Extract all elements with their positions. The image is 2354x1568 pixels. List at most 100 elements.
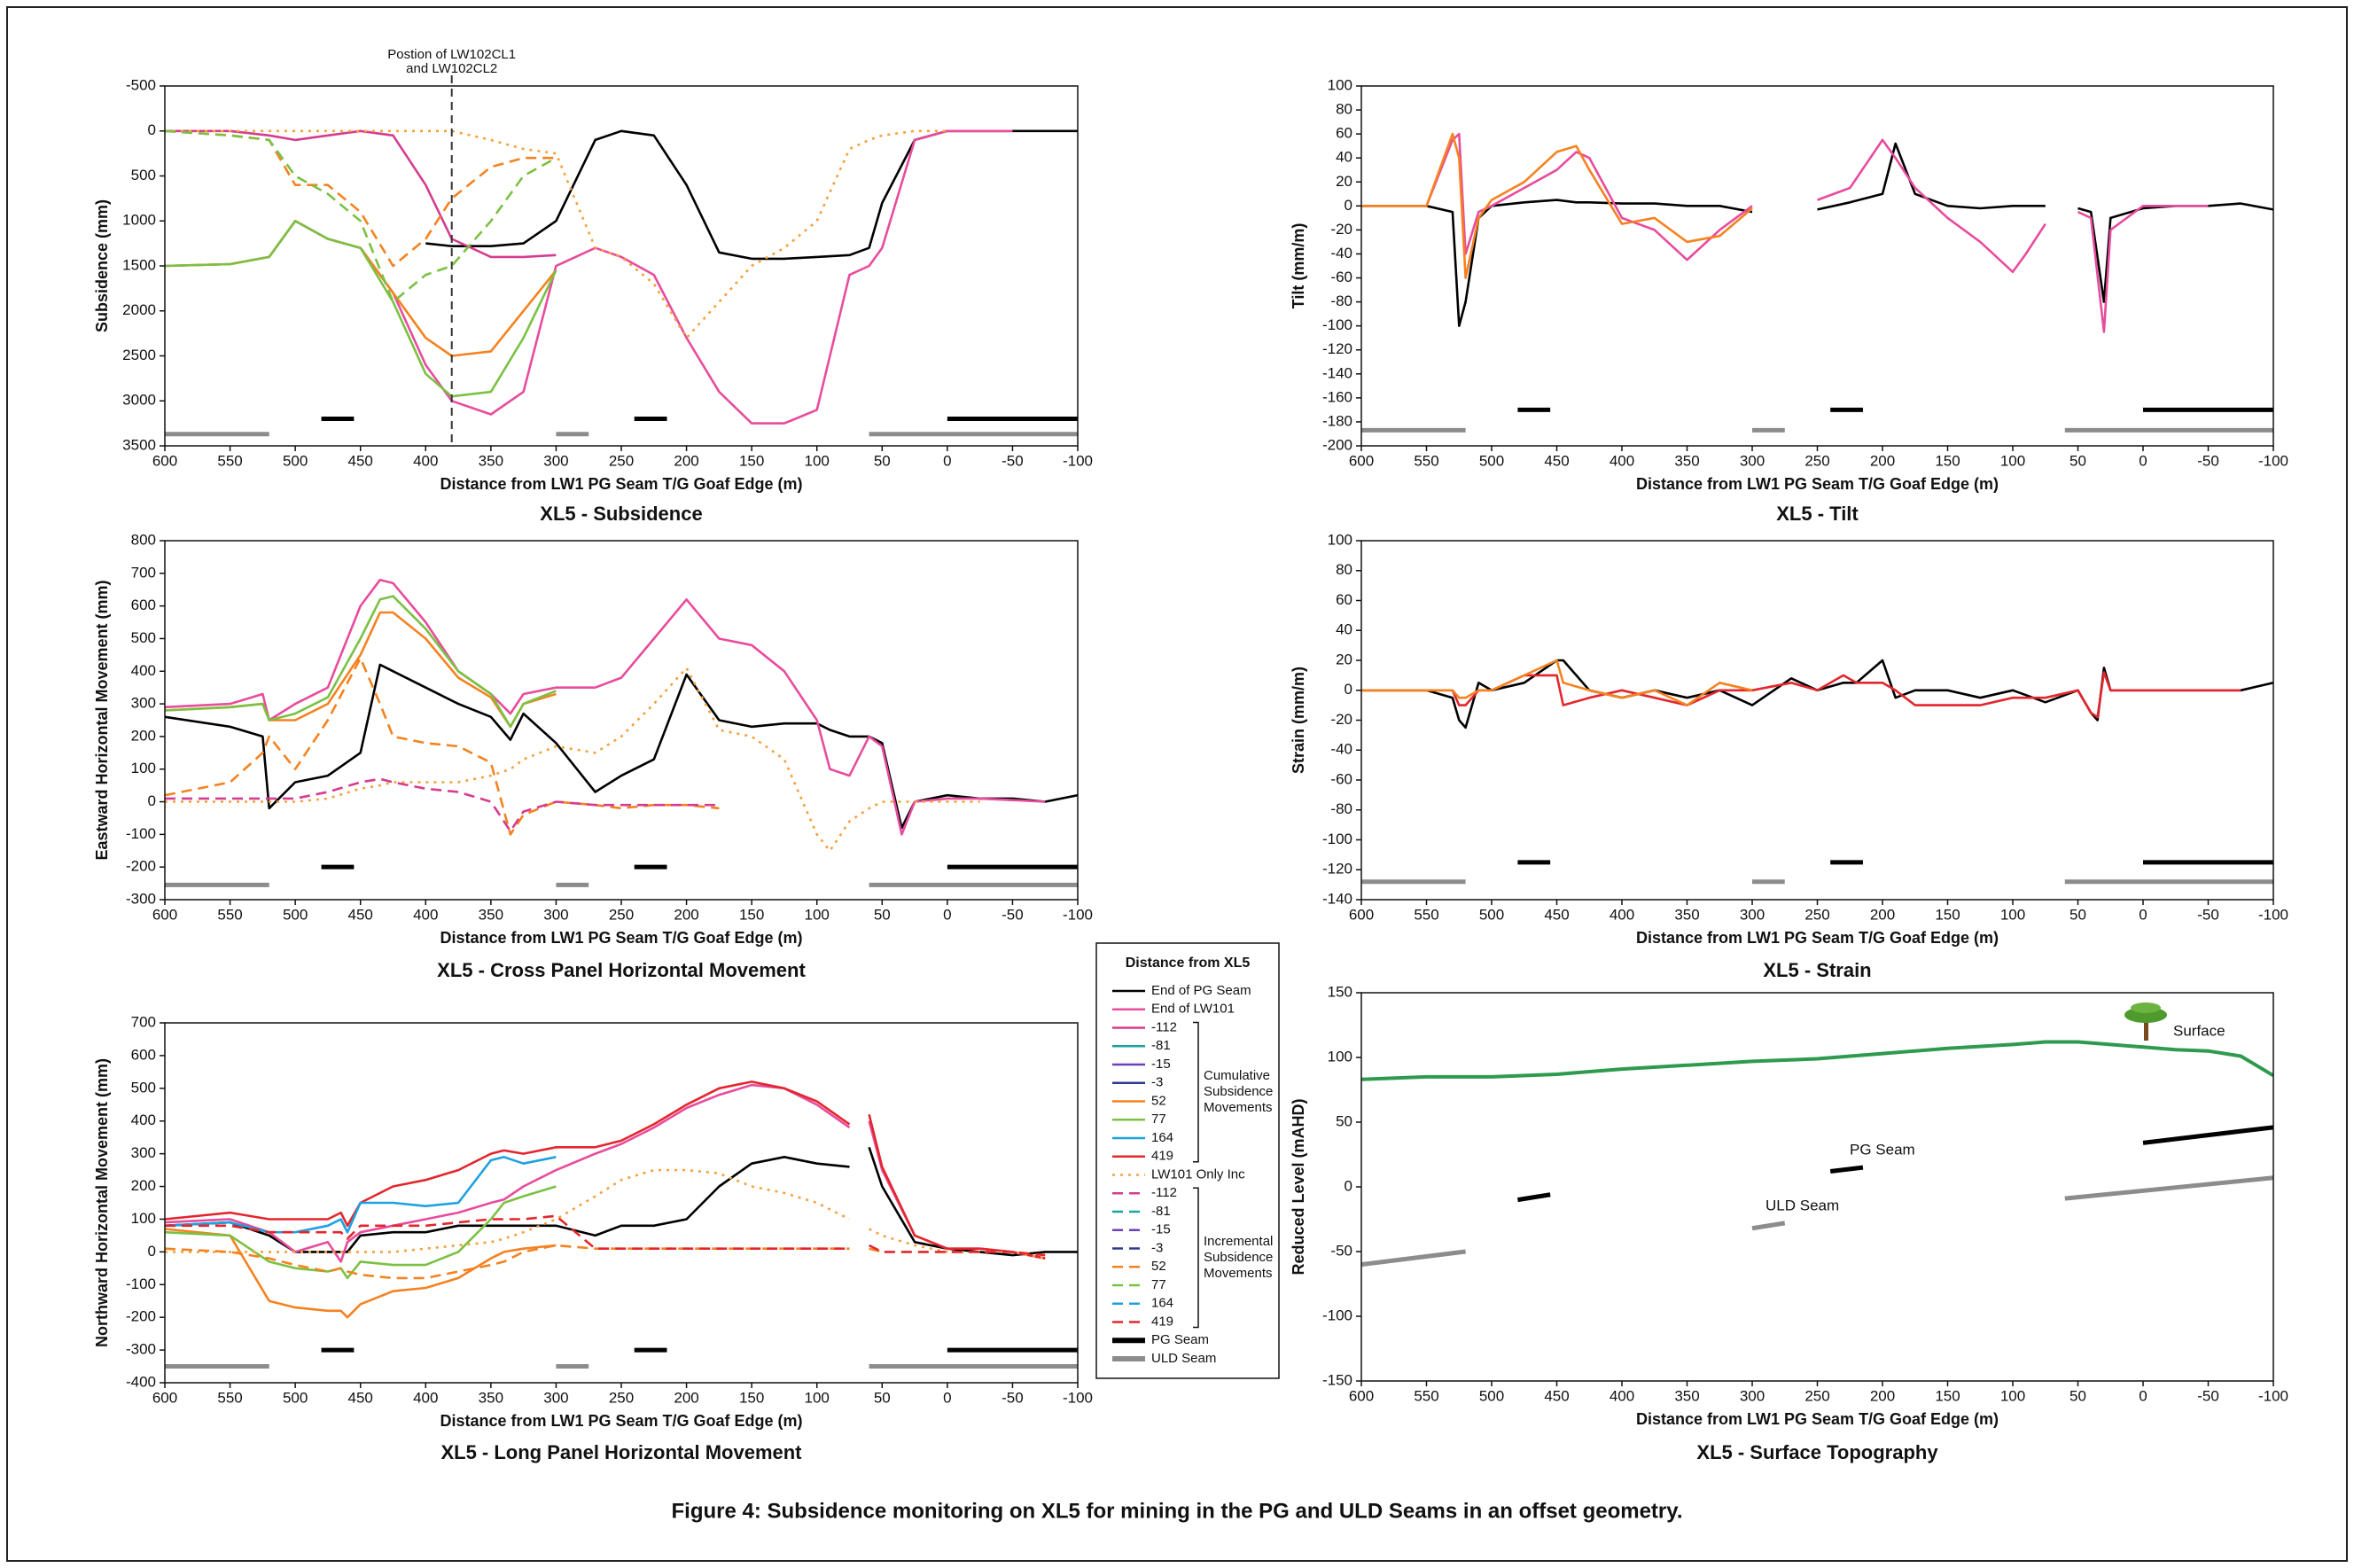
x-tick-label: 200 (674, 1389, 698, 1406)
x-tick-label: 300 (1740, 1387, 1765, 1404)
y-tick-label: -50 (1330, 1242, 1352, 1259)
series-line (165, 663, 1078, 830)
chart: 600 550 500 450 400 350 300 250 200 150 100 50 0 -50-… (93, 47, 1093, 525)
x-tick-label: 150 (739, 452, 764, 469)
legend-group-label: Incremental (1204, 1234, 1273, 1249)
annotation: PG Seam (1850, 1141, 1915, 1158)
pg-seam-segment (1517, 1192, 1551, 1203)
y-tick-label: 200 (131, 1177, 156, 1194)
series-line (165, 129, 557, 303)
series-line (165, 1146, 1078, 1257)
series-line (165, 129, 557, 259)
uld-seam-segment (2064, 1175, 2274, 1201)
x-tick-label: -100 (2258, 452, 2288, 469)
x-tick-label: 300 (1740, 906, 1765, 923)
y-tick-label: -200 (126, 858, 156, 875)
y-tick-label: 700 (131, 564, 156, 581)
x-tick-label: 300 (1740, 452, 1765, 469)
x-tick-label: 0 (943, 1389, 951, 1406)
y-axis-label: Northward Horizontal Movement (mm) (93, 1058, 111, 1347)
legend-label: LW101 Only Inc (1151, 1166, 1245, 1182)
y-tick-label: 1000 (122, 212, 156, 229)
x-tick-label: 550 (1414, 1387, 1438, 1404)
chart-title: XL5 - Cross Panel Horizontal Movement (437, 959, 806, 981)
x-tick-label: 400 (1610, 1387, 1634, 1404)
uld-seam-segment (1751, 1221, 1786, 1231)
x-tick-label: 100 (805, 906, 830, 923)
legend-group-label: Subsidence (1204, 1250, 1273, 1265)
y-tick-label: -40 (1330, 741, 1352, 758)
x-tick-label: 450 (1544, 452, 1569, 469)
chart: 600 550 500 450 400 350 300 250 200 150 100 50 0 -50-… (93, 531, 1093, 980)
y-tick-label: 500 (131, 167, 156, 183)
x-tick-label: 200 (674, 906, 698, 923)
y-tick-label: -500 (126, 76, 156, 93)
chart-title: XL5 - Strain (1763, 959, 1871, 981)
y-tick-label: 40 (1336, 621, 1352, 638)
x-axis-label: Distance from LW1 PG Seam T/G Goaf Edge … (1636, 1410, 1999, 1428)
y-tick-label: 150 (1328, 983, 1352, 1000)
x-tick-label: 100 (2000, 1387, 2025, 1404)
series-line (165, 1168, 1046, 1260)
plot-frame (1360, 540, 2274, 901)
legend-label: -15 (1151, 1057, 1171, 1072)
x-tick-label: -50 (1002, 1389, 1024, 1406)
x-tick-label: 550 (1414, 906, 1438, 923)
x-tick-label: 500 (283, 452, 308, 469)
x-tick-label: 550 (1414, 452, 1438, 469)
legend-group-label: Cumulative (1204, 1068, 1270, 1083)
x-tick-label: 150 (739, 906, 764, 923)
y-tick-label: 40 (1336, 149, 1352, 166)
chart: 600 550 500 450 400 350 300 250 200 150 100 50 0 -50-… (93, 1013, 1093, 1463)
x-tick-label: 450 (1544, 1387, 1569, 1404)
y-tick-label: -100 (126, 1275, 156, 1292)
y-tick-label: 50 (1336, 1112, 1352, 1129)
x-tick-label: 0 (2139, 906, 2147, 923)
chart-title: XL5 - Surface Topography (1696, 1441, 1938, 1463)
y-tick-label: 0 (1345, 1177, 1352, 1194)
chart: 600 550 500 450 400 350 300 250 200 150 100 50 0 -50-… (1290, 76, 2288, 524)
x-tick-label: 350 (1674, 906, 1699, 923)
x-tick-label: 200 (1870, 452, 1895, 469)
legend-label: End of LW101 (1151, 1002, 1235, 1017)
chart: 600 550 500 450 400 350 300 250 200 150 100 50 0 -50-… (1290, 531, 2288, 980)
y-tick-label: 3000 (122, 392, 156, 409)
y-axis-label: Subsidence (mm) (93, 199, 111, 332)
series-line (165, 777, 720, 832)
x-tick-label: 600 (1349, 1387, 1374, 1404)
x-axis-label: Distance from LW1 PG Seam T/G Goaf Edge … (440, 475, 802, 493)
x-tick-label: -50 (1002, 452, 1024, 469)
x-tick-label: 100 (2000, 452, 2025, 469)
legend-group-label: Movements (1204, 1266, 1273, 1281)
plot-frame (164, 540, 1079, 901)
series-line (1361, 659, 1753, 706)
x-tick-label: 150 (739, 1389, 764, 1406)
x-tick-label: -100 (1063, 1389, 1093, 1406)
x-tick-label: 400 (413, 452, 438, 469)
x-tick-label: 350 (479, 1389, 503, 1406)
y-tick-label: -160 (1322, 388, 1352, 405)
y-tick-label: 600 (131, 597, 156, 613)
y-tick-label: -140 (1322, 364, 1352, 381)
y-tick-label: 400 (131, 662, 156, 679)
x-tick-label: 200 (1870, 906, 1895, 923)
series-line (165, 1244, 883, 1280)
x-tick-label: 100 (2000, 906, 2025, 923)
y-tick-label: 2000 (122, 301, 156, 318)
legend-label: -112 (1151, 1019, 1177, 1034)
legend-label: 77 (1151, 1277, 1166, 1292)
y-tick-label: 800 (131, 531, 156, 548)
legend-title: Distance from XL5 (1126, 956, 1251, 971)
x-tick-label: 50 (2069, 906, 2086, 923)
annotation: Surface (2173, 1022, 2225, 1039)
series-line (165, 1185, 557, 1280)
legend-label: -112 (1151, 1185, 1177, 1200)
x-axis-label: Distance from LW1 PG Seam T/G Goaf Edge … (440, 929, 802, 947)
x-tick-label: -100 (1063, 906, 1093, 923)
plot-frame (1360, 85, 2274, 447)
legend-label: PG Seam (1151, 1332, 1209, 1347)
x-tick-label: -100 (2258, 906, 2288, 923)
plot-frame (164, 85, 1079, 447)
